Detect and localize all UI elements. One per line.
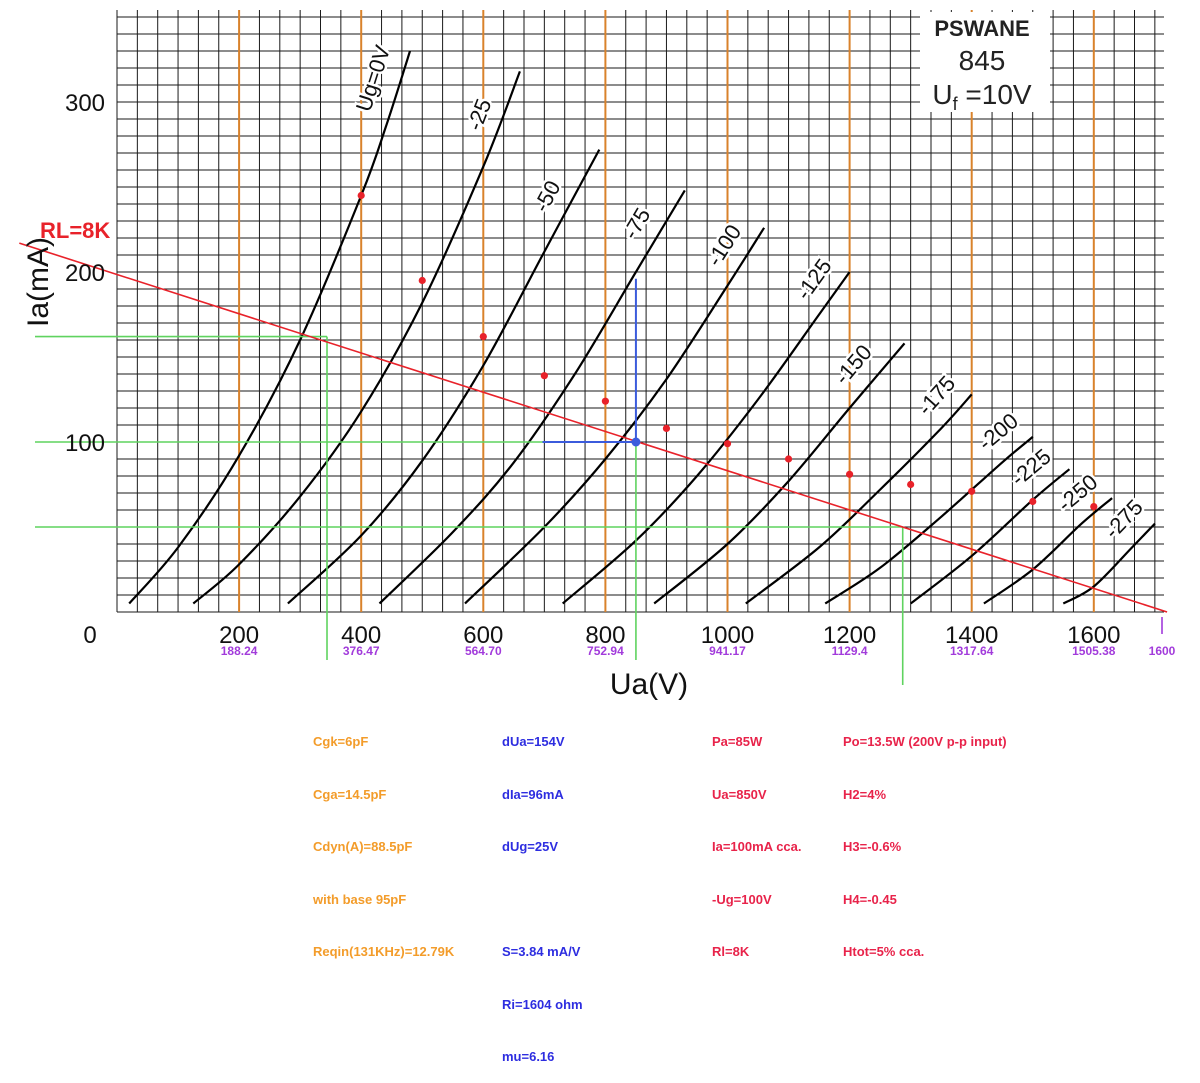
tube-brand: PSWANE [934, 16, 1029, 41]
note-line: Ri=1604 ohm [502, 996, 583, 1012]
load-line [19, 242, 1168, 613]
x-tick-label: 200 [219, 622, 259, 649]
plate-characteristics-chart: Ug=0V-25-50-75 -100-125-150-175-200-225-2… [19, 10, 1176, 701]
scaled-tick-label: 1505.38 [1072, 644, 1116, 658]
x-tick-label: 1000 [701, 622, 754, 649]
note-line: Po=13.5W (200V p-p input) [843, 734, 1007, 749]
scaled-tick-label: 1600 [1149, 644, 1176, 658]
scaled-tick-label: 1129.4 [832, 644, 868, 658]
ug-curve [824, 436, 1034, 605]
capacitance-notes: Cgk=6pF Cga=14.5pF Cdyn(A)=88.5pF with b… [313, 698, 454, 978]
y-axis-label: Ia(mA) [22, 237, 55, 327]
filament-voltage: Uf =10V [932, 79, 1032, 114]
load-line-label: RL=8K [40, 218, 110, 243]
data-point [846, 470, 854, 478]
data-point [601, 397, 610, 405]
scaled-tick-label: 941.17 [709, 644, 746, 658]
note-line: H4=-0.45 [843, 891, 897, 907]
ug-curves [128, 50, 1156, 605]
curve-label: -175 [912, 371, 960, 420]
curve-label: Ug=0V [351, 42, 396, 115]
x-tick-label: 1600 [1067, 622, 1120, 649]
note-line: H2=4% [843, 786, 886, 802]
note-line: Rl=8K [712, 944, 750, 959]
note-line: Htot=5% cca. [843, 944, 925, 959]
note-line: Cga=14.5pF [313, 786, 387, 802]
scaled-tick-label: 1317.64 [950, 644, 994, 658]
data-point [662, 424, 671, 432]
note-line: with base 95pF [313, 891, 407, 907]
note-line: Reqin(131KHz)=12.79K [313, 944, 455, 959]
curve-labels: Ug=0V-25-50-75 -100-125-150-175-200-225-2… [348, 39, 1150, 546]
scaled-tick-label: 752.94 [587, 644, 624, 658]
data-point [1090, 503, 1098, 511]
x-tick-label: 400 [341, 622, 381, 649]
curve-label: -225 [1006, 444, 1056, 491]
output-notes: Po=13.5W (200V p-p input) H2=4% H3=-0.6%… [843, 698, 1007, 978]
note-line: mu=6.16 [502, 1049, 555, 1064]
ug-curve [1062, 522, 1156, 605]
ug-curve [287, 149, 601, 605]
slope-notes: dUa=154V dIa=96mA dUg=25V S=3.84 mA/V Ri… [502, 698, 583, 1083]
curve-label: -25 [462, 95, 497, 134]
ug-curve [464, 227, 766, 605]
data-point [907, 480, 915, 489]
tube-model: 845 [959, 45, 1006, 76]
y-tick-label: 300 [65, 90, 105, 117]
x-tick-label: 1200 [823, 622, 876, 649]
data-point [357, 191, 365, 200]
note-line: dUa=154V [502, 734, 565, 749]
data-point [723, 440, 732, 448]
note-line: Ua=850V [712, 786, 767, 802]
curve-label: -125 [791, 254, 837, 304]
ug-curve [378, 189, 686, 605]
scaled-tick-label: 564.70 [465, 644, 502, 658]
x-tick-label: 600 [463, 622, 503, 649]
data-point [418, 276, 426, 285]
slope-triangle [542, 278, 637, 443]
data-point [540, 372, 548, 380]
y-tick-label: 200 [65, 260, 105, 287]
note-line: Pa=85W [712, 734, 763, 749]
data-point [1029, 497, 1037, 506]
ug-curve [910, 468, 1071, 605]
operating-point [631, 437, 641, 447]
green-guide-lines [35, 335, 904, 685]
data-point [968, 487, 976, 495]
red-dot-series [357, 191, 1098, 511]
note-line: -Ug=100V [712, 891, 772, 907]
x-tick-label: 800 [585, 622, 625, 649]
operating-point-notes: Pa=85W Ua=850V Ia=100mA cca. -Ug=100V Rl… [712, 698, 802, 978]
data-point [784, 455, 793, 463]
note-line: Cgk=6pF [313, 734, 369, 749]
curve-label: -200 [973, 408, 1023, 455]
data-point [479, 333, 487, 341]
scaled-tick-label: 188.24 [221, 644, 258, 658]
curve-label: -50 [528, 176, 565, 216]
ug-curve [192, 71, 521, 605]
x-tick-label: 1400 [945, 622, 998, 649]
ug-curve [745, 393, 973, 605]
x-tick-label: 0 [83, 622, 96, 649]
note-line: S=3.84 mA/V [502, 944, 581, 959]
note-line: dIa=96mA [502, 786, 564, 802]
note-line [502, 891, 583, 909]
curve-label: -100 [702, 220, 747, 271]
ug-curve [128, 50, 412, 605]
ug-curve [653, 342, 906, 605]
scaled-tick-label: 376.47 [343, 644, 380, 658]
load-line-group [19, 242, 1168, 613]
x-axis-label: Ua(V) [610, 668, 688, 701]
axis-ticks: 0 200 400 600 800 1000 1200 1400 1600 100 200 300 18… [65, 90, 1176, 658]
orange-vertical-lines [238, 10, 1095, 612]
y-tick-label: 100 [65, 430, 105, 457]
title-backdrop [920, 12, 1050, 112]
ug-curve [983, 497, 1113, 605]
